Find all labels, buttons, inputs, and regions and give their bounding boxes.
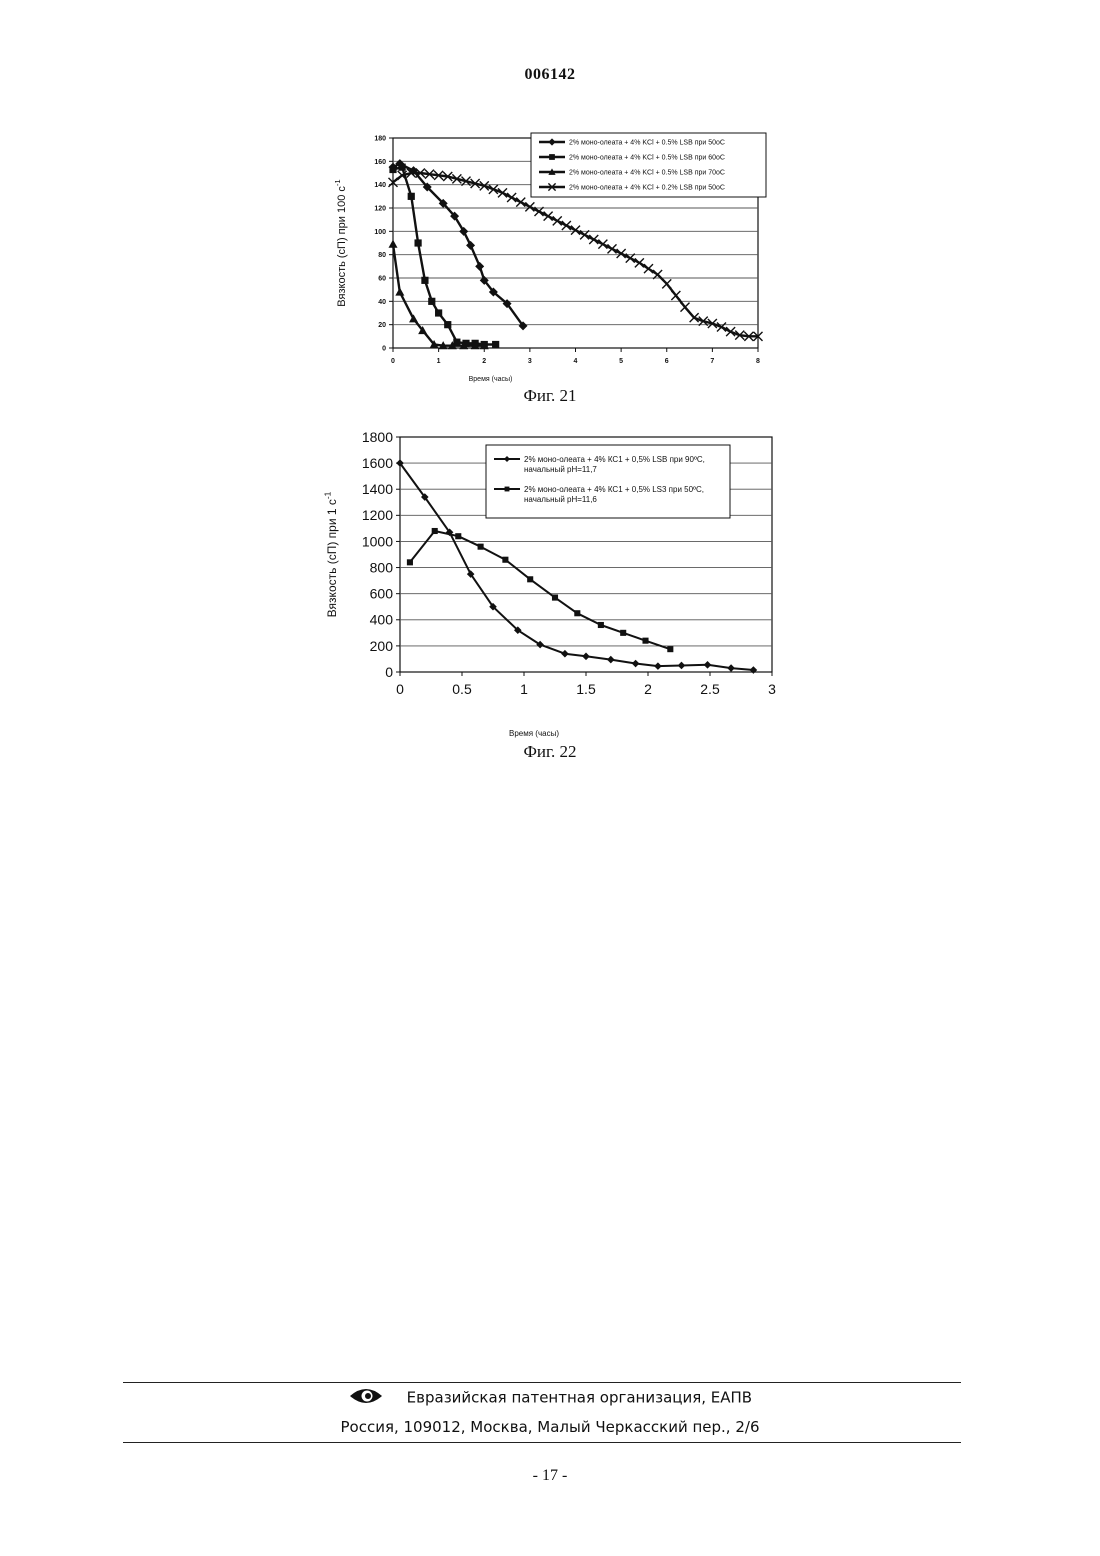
y-tick-label: 400 xyxy=(370,612,394,628)
y-tick-label: 0 xyxy=(385,664,393,680)
y-tick-label: 80 xyxy=(378,252,386,259)
x-tick-label: 0 xyxy=(391,358,395,365)
series-2-point xyxy=(428,298,435,305)
series-2-point xyxy=(620,630,626,636)
y-tick-label: 1200 xyxy=(362,507,393,523)
page-number: - 17 - xyxy=(0,1467,1100,1485)
series-2-point xyxy=(552,595,558,601)
footer-address: Россия, 109012, Москва, Малый Черкасский… xyxy=(0,1418,1100,1436)
series-2-point xyxy=(642,638,648,644)
legend-swatch-marker xyxy=(505,487,510,492)
x-tick-label: 6 xyxy=(665,358,669,365)
series-2-point xyxy=(408,193,415,200)
x-tick-label: 2 xyxy=(482,358,486,365)
x-tick-label: 0.5 xyxy=(452,681,472,697)
series-2-point xyxy=(435,309,442,316)
x-tick-label: 1 xyxy=(520,681,528,697)
legend-entry: 2% моно-олеата + 4% KCl + 0.5% LSB при 6… xyxy=(569,154,725,161)
legend-entry-line2: начальный pH=11,7 xyxy=(524,465,597,474)
x-axis-label: Время (часы) xyxy=(469,376,513,383)
series-2-point xyxy=(574,610,580,616)
y-tick-label: 40 xyxy=(378,299,386,306)
x-axis-label: Время (часы) xyxy=(509,729,559,738)
legend-entry-line2: начальный pH=11,6 xyxy=(524,495,597,504)
y-tick-label: 600 xyxy=(370,586,394,602)
y-tick-label: 1400 xyxy=(362,481,393,497)
x-tick-label: 5 xyxy=(619,358,623,365)
series-2-point xyxy=(414,239,421,246)
figure-21: 0 20 40 60 80 100 120 140 160 180 0 1 2 3 4 5 6 7 8 Время (… xyxy=(0,128,1100,418)
figure-21-caption: Фиг. 21 xyxy=(0,386,1100,406)
series-2-point xyxy=(432,528,438,534)
y-axis-label-text: Вязкость (сП) при 100 с xyxy=(336,186,348,307)
y-tick-label: 100 xyxy=(374,229,386,236)
series-2-point xyxy=(421,277,428,284)
y-tick-label: 120 xyxy=(374,205,386,212)
series-2-point xyxy=(492,341,499,348)
footer-org-name: Евразийская патентная организация, ЕАПВ xyxy=(407,1389,752,1407)
y-tick-label: 0 xyxy=(382,345,386,352)
x-tick-label: 4 xyxy=(574,358,578,365)
x-tick-label: 0 xyxy=(396,681,404,697)
legend-entry: 2% моно-олеата + 4% KCl + 0.5% LSB при 7… xyxy=(569,169,725,176)
series-2-point xyxy=(455,533,461,539)
x-tick-label: 3 xyxy=(768,681,776,697)
figure-22-caption: Фиг. 22 xyxy=(0,742,1100,762)
y-tick-label: 160 xyxy=(374,159,386,166)
figure-22: 0 200 400 600 800 1000 1200 1400 1600 1800 0 0.5 1 1.… xyxy=(0,428,1100,773)
legend-entry: 2% моно-олеата + 4% КС1 + 0,5% LSB при 9… xyxy=(524,455,705,464)
series-2-point xyxy=(399,164,406,171)
y-axis-label-superscript: -1 xyxy=(333,179,342,186)
series-2-point xyxy=(502,557,508,563)
y-tick-label: 140 xyxy=(374,182,386,189)
y-tick-label: 60 xyxy=(378,275,386,282)
legend-entry: 2% моно-олеата + 4% KCl + 0.2% LSB при 5… xyxy=(569,184,725,191)
y-tick-label: 200 xyxy=(370,638,394,654)
series-2-point xyxy=(389,166,396,173)
x-tick-label: 2.5 xyxy=(700,681,720,697)
chart-fig-21: 0 20 40 60 80 100 120 140 160 180 0 1 2 3 4 5 6 7 8 Время (… xyxy=(0,128,1100,418)
y-tick-label: 20 xyxy=(378,322,386,329)
legend: 2% моно-олеата + 4% KCl + 0.5% LSB при 5… xyxy=(531,133,766,197)
y-tick-label: 800 xyxy=(370,559,394,575)
y-axis-label: Вязкость (сП) при 1 с-1 xyxy=(323,491,339,617)
x-tick-label: 3 xyxy=(528,358,532,365)
series-2-point xyxy=(667,646,673,652)
series-2-point xyxy=(598,622,604,628)
series-2-point xyxy=(407,559,413,565)
y-axis-label: Вязкость (сП) при 100 с-1 xyxy=(333,179,348,306)
series-2-point xyxy=(478,544,484,550)
y-tick-label: 1600 xyxy=(362,455,393,471)
document-number: 006142 xyxy=(0,66,1100,84)
eapo-eye-logo-icon xyxy=(348,1386,384,1410)
x-tick-label: 7 xyxy=(710,358,714,365)
y-axis-label-text: Вязкость (сП) при 1 с xyxy=(325,499,339,617)
series-2-point xyxy=(444,321,451,328)
x-tick-label: 2 xyxy=(644,681,652,697)
legend-entry: 2% моно-олеата + 4% КС1 + 0,5% LS3 при 5… xyxy=(524,485,704,494)
legend-swatch-marker xyxy=(549,154,555,160)
y-axis-label-superscript: -1 xyxy=(323,491,333,499)
y-tick-label: 1800 xyxy=(362,429,393,445)
footer-bottom-rule xyxy=(123,1442,961,1443)
x-tick-label: 1.5 xyxy=(576,681,596,697)
y-tick-label: 180 xyxy=(374,135,386,142)
footer-org-line: Евразийская патентная организация, ЕАПВ xyxy=(0,1386,1100,1410)
legend: 2% моно-олеата + 4% КС1 + 0,5% LSB при 9… xyxy=(486,445,730,518)
chart-fig-22: 0 200 400 600 800 1000 1200 1400 1600 1800 0 0.5 1 1.… xyxy=(0,428,1100,773)
y-tick-label: 1000 xyxy=(362,533,393,549)
x-tick-label: 8 xyxy=(756,358,760,365)
footer-top-rule xyxy=(123,1382,961,1383)
x-tick-label: 1 xyxy=(437,358,441,365)
series-2-point xyxy=(527,576,533,582)
legend-entry: 2% моно-олеата + 4% KCl + 0.5% LSB при 5… xyxy=(569,139,725,146)
